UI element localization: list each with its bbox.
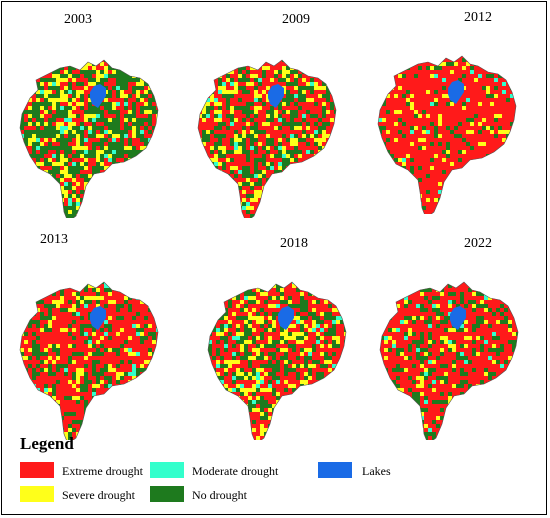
legend-swatch-moderate	[150, 462, 184, 478]
region-outline	[377, 55, 517, 214]
legend-swatch-lake	[318, 462, 352, 478]
legend-label-extreme: Extreme drought	[62, 464, 143, 478]
year-label: 2012	[464, 10, 492, 25]
year-label: 2009	[282, 12, 310, 27]
year-label: 2022	[464, 236, 492, 251]
legend-label-severe: Severe drought	[62, 488, 135, 502]
lake-shape	[450, 306, 466, 330]
drought-map	[197, 59, 337, 218]
region-outline	[379, 281, 519, 440]
map-panel-1: 2009	[184, 8, 364, 218]
drought-map	[207, 281, 347, 440]
region-outline	[19, 281, 159, 440]
map-panel-0: 2003	[6, 8, 186, 218]
legend-swatch-severe	[20, 486, 54, 502]
lake-shape	[90, 306, 106, 330]
legend-label-lake: Lakes	[362, 464, 391, 478]
legend-label-no: No drought	[192, 488, 247, 502]
legend-title: Legend	[20, 434, 74, 453]
drought-map	[19, 59, 159, 218]
map-panel-5: 2022	[366, 230, 546, 440]
region-outline	[19, 59, 159, 218]
year-label: 2018	[280, 236, 308, 251]
lake-shape	[448, 80, 464, 104]
lake-shape	[268, 84, 284, 108]
map-panel-2: 2012	[364, 4, 544, 214]
lake-shape	[90, 84, 106, 108]
drought-map	[19, 281, 159, 440]
map-panel-4: 2018	[194, 230, 374, 440]
drought-map	[379, 281, 519, 440]
region-outline	[207, 281, 347, 440]
legend-swatch-extreme	[20, 462, 54, 478]
legend-label-moderate: Moderate drought	[192, 464, 279, 478]
year-label: 2003	[64, 12, 92, 27]
lake-shape	[278, 306, 294, 330]
year-label: 2013	[40, 232, 68, 247]
legend-swatch-no	[150, 486, 184, 502]
drought-map	[377, 55, 517, 214]
region-outline	[197, 59, 337, 218]
map-panel-3: 2013	[6, 230, 186, 440]
